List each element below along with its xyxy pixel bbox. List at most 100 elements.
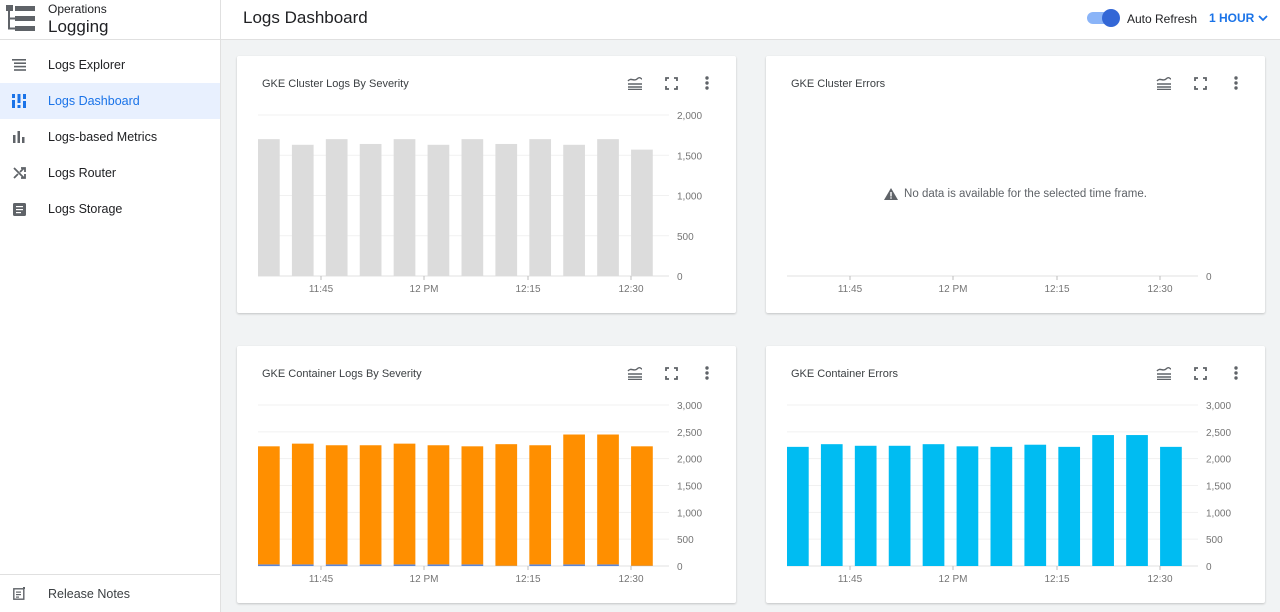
bar[interactable] — [631, 149, 653, 276]
fullscreen-icon[interactable] — [1191, 74, 1209, 92]
legend-toggle-icon[interactable] — [1155, 74, 1173, 92]
bar[interactable] — [393, 564, 416, 566]
bar[interactable] — [258, 446, 280, 565]
chart-plot: 3,000 2,500 2,000 1,500 1,000 500 0 11:45 12 PM 1… — [787, 401, 1231, 585]
more-options-icon[interactable] — [1227, 364, 1245, 382]
x-tick-label: 12:15 — [1044, 284, 1069, 295]
bar[interactable] — [563, 564, 585, 566]
bar[interactable] — [393, 139, 416, 276]
bar[interactable] — [529, 564, 552, 566]
chart-card-cluster-logs: GKE Cluster Logs By Severity 2,000 1,500 1… — [237, 56, 736, 313]
bar[interactable] — [291, 443, 314, 565]
bar[interactable] — [597, 434, 619, 565]
bar[interactable] — [258, 139, 280, 276]
storage-icon — [0, 202, 48, 216]
legend-toggle-icon[interactable] — [626, 74, 644, 92]
bar[interactable] — [1024, 444, 1047, 566]
y-tick-label: 500 — [677, 535, 694, 546]
bar[interactable] — [888, 445, 911, 566]
x-tick-label: 12:15 — [1044, 574, 1069, 585]
fullscreen-icon[interactable] — [1191, 364, 1209, 382]
bar[interactable] — [1160, 446, 1182, 566]
chart-card-container-errors: GKE Container Errors 3,000 2,500 2,000 1,50… — [766, 346, 1265, 603]
chart-toolbar — [626, 74, 716, 92]
bar[interactable] — [258, 564, 280, 566]
warning-icon — [884, 188, 899, 200]
sidebar-item-label: Logs Dashboard — [48, 94, 140, 108]
chart-plot: 2,000 1,500 1,000 500 0 11:45 12 PM 12:15 12:30 — [258, 111, 702, 295]
sidebar-item-logs-storage[interactable]: Logs Storage — [0, 191, 220, 227]
y-tick-label: 3,000 — [677, 401, 702, 412]
bar[interactable] — [495, 143, 518, 276]
bar[interactable] — [461, 564, 484, 566]
page-header: Logs Dashboard Auto Refresh 1 HOUR — [221, 0, 1280, 40]
bar[interactable] — [427, 564, 450, 566]
x-tick-label: 11:45 — [838, 284, 863, 295]
bar[interactable] — [922, 444, 945, 566]
bar[interactable] — [597, 139, 619, 276]
bar[interactable] — [427, 445, 450, 565]
bar[interactable] — [1092, 435, 1114, 566]
time-range-dropdown[interactable]: 1 HOUR — [1209, 11, 1268, 25]
bar[interactable] — [325, 139, 348, 276]
sidebar-item-label: Logs Explorer — [48, 58, 126, 72]
x-tick-label: 12:30 — [1147, 574, 1172, 585]
bar[interactable] — [956, 446, 979, 566]
bar[interactable] — [529, 445, 552, 565]
bar[interactable] — [529, 139, 552, 276]
chart-toolbar — [1155, 364, 1245, 382]
bar[interactable] — [1126, 435, 1148, 566]
sidebar-item-logs-router[interactable]: Logs Router — [0, 155, 220, 191]
y-tick-label: 3,000 — [1206, 401, 1231, 412]
y-tick-label: 0 — [677, 272, 683, 283]
bar[interactable] — [393, 443, 416, 565]
bar[interactable] — [631, 446, 653, 566]
shuffle-icon — [0, 167, 48, 179]
bar[interactable] — [461, 446, 484, 565]
chart-toolbar — [626, 364, 716, 382]
bar[interactable] — [291, 144, 314, 276]
release-notes-link[interactable]: Release Notes — [0, 574, 220, 612]
bar[interactable] — [291, 564, 314, 566]
bar[interactable] — [495, 444, 518, 566]
auto-refresh-toggle[interactable] — [1087, 9, 1121, 27]
sidebar-item-logs-dashboard[interactable]: Logs Dashboard — [0, 83, 220, 119]
sidebar-item-label: Logs-based Metrics — [48, 130, 158, 144]
bar[interactable] — [854, 445, 877, 566]
bar[interactable] — [597, 564, 619, 566]
bar[interactable] — [427, 144, 450, 276]
bar[interactable] — [325, 564, 348, 566]
y-tick-label: 1,000 — [1206, 508, 1231, 519]
x-tick-label: 11:45 — [309, 574, 334, 585]
bar-chart-icon — [0, 131, 48, 143]
chart-title: GKE Container Errors — [791, 368, 898, 380]
bar[interactable] — [1058, 446, 1081, 566]
legend-toggle-icon[interactable] — [626, 364, 644, 382]
bar[interactable] — [563, 144, 585, 276]
fullscreen-icon[interactable] — [662, 74, 680, 92]
sidebar-item-logs-based-metrics[interactable]: Logs-based Metrics — [0, 119, 220, 155]
more-options-icon[interactable] — [698, 364, 716, 382]
bar[interactable] — [359, 564, 382, 566]
bar[interactable] — [359, 445, 382, 565]
y-tick-label: 1,500 — [677, 151, 702, 162]
bar[interactable] — [359, 143, 382, 276]
logging-logo-icon — [6, 5, 35, 31]
bar[interactable] — [787, 446, 809, 566]
more-options-icon[interactable] — [1227, 74, 1245, 92]
bar[interactable] — [461, 139, 484, 276]
x-tick-label: 12:30 — [618, 574, 643, 585]
more-options-icon[interactable] — [698, 74, 716, 92]
bar[interactable] — [990, 446, 1013, 566]
x-tick-label: 12 PM — [939, 284, 968, 295]
y-tick-label: 1,000 — [677, 192, 702, 203]
legend-toggle-icon[interactable] — [1155, 364, 1173, 382]
sidebar-item-logs-explorer[interactable]: Logs Explorer — [0, 47, 220, 83]
bar[interactable] — [325, 445, 348, 565]
x-tick-label: 12 PM — [410, 284, 439, 295]
fullscreen-icon[interactable] — [662, 364, 680, 382]
product-title: Logging — [48, 17, 109, 36]
bar[interactable] — [820, 444, 843, 566]
bar[interactable] — [563, 434, 585, 565]
x-tick-label: 11:45 — [309, 284, 334, 295]
